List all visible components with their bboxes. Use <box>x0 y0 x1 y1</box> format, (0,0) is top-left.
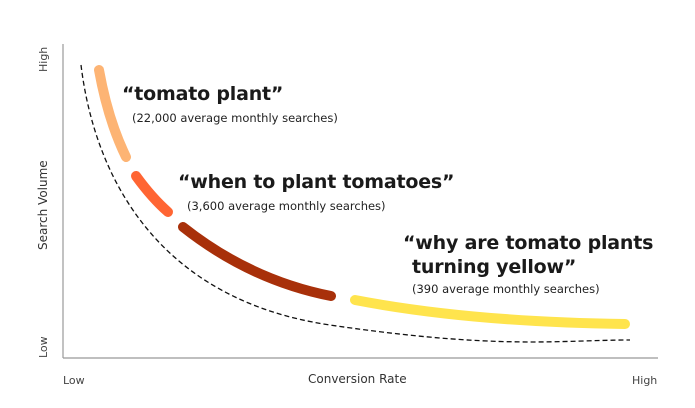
dashed-demand-curve <box>80 64 631 343</box>
keyword-label-why-yellow-line2: turning yellow” <box>412 256 577 278</box>
keyword-label-tomato-plant: “tomato plant” <box>122 83 284 105</box>
segment-head-term <box>94 65 131 162</box>
y-axis-title: Search Volume <box>36 160 50 250</box>
y-axis-high-label: High <box>37 46 50 72</box>
keyword-volume-why-yellow: (390 average monthly searches) <box>412 282 600 296</box>
segment-long-tail-mid <box>178 222 336 301</box>
y-axis-low-label: Low <box>37 336 50 358</box>
keyword-volume-tomato-plant: (22,000 average monthly searches) <box>132 111 338 125</box>
keyword-label-when-to-plant: “when to plant tomatoes” <box>178 171 455 193</box>
x-axis-high-label: High <box>632 374 658 387</box>
segment-long-tail <box>350 295 630 329</box>
x-axis-title: Conversion Rate <box>308 372 407 386</box>
keyword-volume-when-to-plant: (3,600 average monthly searches) <box>187 199 386 213</box>
keyword-label-why-yellow-line1: “why are tomato plants <box>403 232 654 254</box>
segment-mid-term <box>131 171 173 217</box>
x-axis-low-label: Low <box>63 374 85 387</box>
